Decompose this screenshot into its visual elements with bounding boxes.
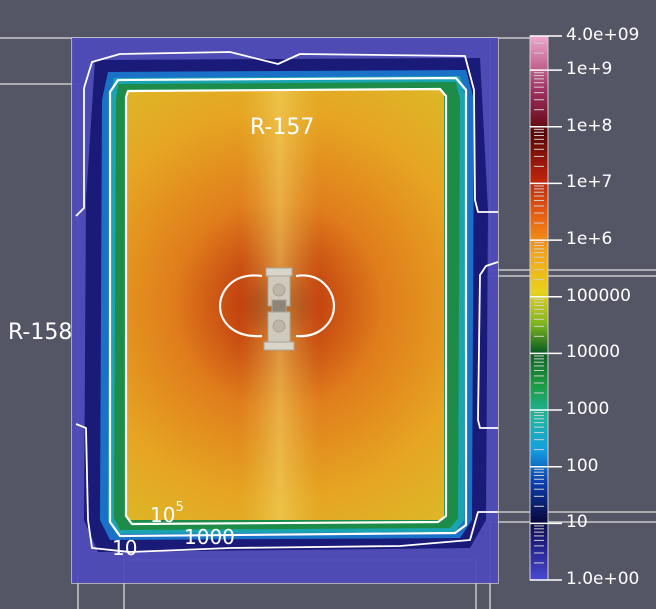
color-bar-tick-label: 1e+9 [566,59,613,80]
contour-label-10: 10 [112,536,138,560]
contour-lines [75,51,499,553]
contour-1e5 [124,87,448,526]
color-bar-tick-label: 1e+6 [566,229,613,250]
color-bar-tick-label: 1.0e+00 [566,569,640,589]
source-device [263,267,295,351]
color-bar-tick-label: 10000 [566,342,621,363]
color-bar-tick-label: 1e+7 [566,172,613,193]
contour-label-1e5-base: 10 [150,503,176,527]
color-bar-tick-label: 4.0e+09 [566,25,640,45]
contour-label-1000: 1000 [184,525,235,549]
room-label-r158: R-158 [8,320,73,345]
color-bar [529,35,562,581]
room-label-r157: R-157 [250,115,315,140]
contour-1000 [108,76,468,538]
contour-inner [218,274,336,338]
contour-10 [75,51,499,553]
color-bar-major-ticks [530,35,562,581]
color-bar-gradient [529,35,549,581]
color-bar-tick-label: 10 [566,512,588,533]
color-bar-tick-label: 1e+8 [566,115,613,136]
color-bar-tick-label: 100000 [566,285,631,306]
contour-label-1e5-exponent: 5 [175,500,184,515]
contour-label-1e5: 105 [150,501,184,527]
color-bar-minor-ticks [534,35,544,564]
color-bar-tick-label: 100 [566,455,599,476]
color-bar-tick-label: 1000 [566,399,610,420]
